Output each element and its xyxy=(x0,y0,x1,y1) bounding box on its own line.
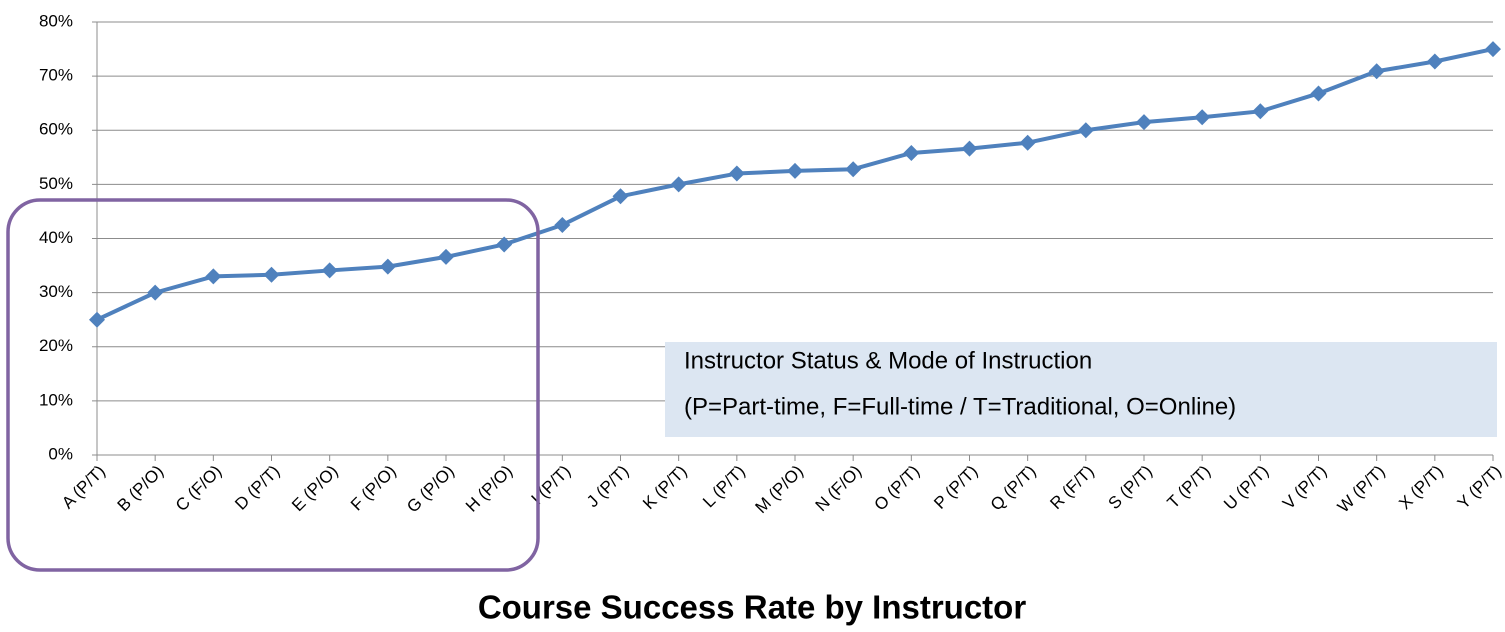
data-point xyxy=(1194,109,1211,126)
annotation-box xyxy=(665,342,1497,437)
x-tick-label: T (P/T) xyxy=(1164,462,1215,513)
y-tick-label: 10% xyxy=(39,390,73,409)
data-point xyxy=(787,162,803,179)
x-tick-label: L (P/T) xyxy=(699,462,749,512)
highlight-box xyxy=(6,198,540,572)
x-tick-label: K (P/T) xyxy=(639,462,691,514)
y-tick-label: 0% xyxy=(48,444,73,463)
x-tick-label: J (P/T) xyxy=(583,462,632,511)
data-point xyxy=(554,216,571,233)
data-point xyxy=(670,176,687,193)
plot: 0% 10% 20% 30% 40% 50% 60% 70% 80% A (P/T) B (P/O)… xyxy=(39,11,1505,517)
x-tick-label: D (P/T) xyxy=(231,462,283,514)
x-tick-label: W (P/T) xyxy=(1334,462,1389,517)
data-point xyxy=(496,236,513,253)
data-point xyxy=(438,248,454,265)
y-tick-label: 20% xyxy=(39,336,73,355)
data-point xyxy=(147,284,164,301)
x-tick-label: C (F/O) xyxy=(172,462,225,515)
data-point xyxy=(845,161,862,178)
x-tick-label: B (P/O) xyxy=(114,462,168,516)
data-point xyxy=(1310,85,1327,102)
chart-title: Course Success Rate by Instructor xyxy=(478,589,1027,626)
x-tick-label: Q (P/T) xyxy=(987,462,1040,515)
x-tick-label: U (P/T) xyxy=(1220,462,1272,514)
data-point xyxy=(1426,53,1443,70)
data-point xyxy=(1136,114,1152,131)
data-point xyxy=(205,268,222,285)
x-tick-label: A (P/T) xyxy=(58,462,109,513)
data-point xyxy=(1019,134,1036,151)
y-tick-label: 40% xyxy=(39,228,73,247)
data-point xyxy=(1368,63,1385,80)
annotation-line: (P=Part-time, F=Full-time / T=Traditiona… xyxy=(684,393,1236,420)
y-tick-label: 80% xyxy=(39,11,73,30)
x-tick-label: H (P/O) xyxy=(462,462,516,516)
x-tick-label: R (F/T) xyxy=(1046,462,1097,513)
y-tick-label: 50% xyxy=(39,174,73,193)
annotation-line: Instructor Status & Mode of Instruction xyxy=(684,347,1092,374)
data-point xyxy=(1077,122,1094,139)
x-tick-label: X (P/T) xyxy=(1395,462,1447,514)
data-point xyxy=(1485,41,1501,58)
x-tick-label: V (P/T) xyxy=(1279,462,1331,514)
y-tick-label: 60% xyxy=(39,120,73,139)
y-tick-label: 70% xyxy=(39,66,73,85)
data-point xyxy=(379,258,396,275)
x-tick-label: E (P/O) xyxy=(288,462,342,516)
x-tick-label: G (P/O) xyxy=(403,462,458,517)
data-point xyxy=(89,311,105,328)
x-tick-label: S (P/T) xyxy=(1104,462,1156,514)
x-tick-label: O (P/T) xyxy=(870,462,923,515)
data-point xyxy=(903,144,920,161)
x-tick-label: N (F/O) xyxy=(812,462,865,515)
x-tick-label: M (P/O) xyxy=(751,462,807,518)
data-point xyxy=(612,188,629,205)
data-point xyxy=(321,262,338,279)
x-tick-label: F (P/O) xyxy=(347,462,400,515)
x-tick-label: Y (P/T) xyxy=(1454,462,1505,513)
data-point xyxy=(961,140,978,157)
data-point xyxy=(263,266,280,283)
data-point xyxy=(728,165,745,182)
x-tick-label: P (P/T) xyxy=(930,462,981,513)
data-point xyxy=(1252,103,1269,120)
x-tick-label: I (P/T) xyxy=(528,462,575,509)
y-tick-label: 30% xyxy=(39,282,73,301)
